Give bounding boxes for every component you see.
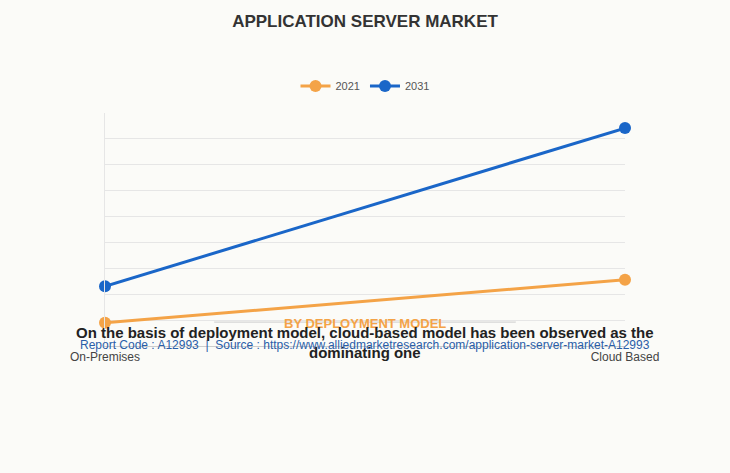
svg-text:2031: 2031 [405, 80, 429, 92]
svg-text:2021: 2021 [336, 80, 360, 92]
svg-text:APPLICATION SERVER MARKET: APPLICATION SERVER MARKET [232, 12, 498, 31]
svg-text:On-Premises: On-Premises [70, 350, 140, 364]
svg-text:BY DEPLOYMENT MODEL: BY DEPLOYMENT MODEL [284, 316, 446, 331]
svg-text:Report Code : A12993 | Sourc: Report Code : A12993 | Source : https://… [80, 338, 650, 352]
svg-text:Cloud Based: Cloud Based [591, 350, 660, 364]
svg-text:On the basis of deployment mod: On the basis of deployment model, cloud-… [76, 324, 654, 361]
